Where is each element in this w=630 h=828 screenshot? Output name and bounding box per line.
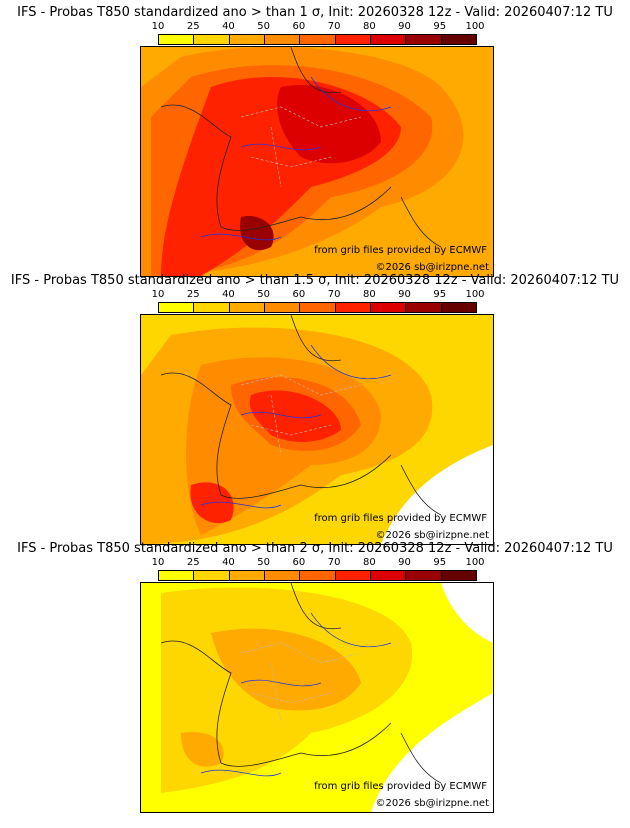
colorbar-tick-label: 70 bbox=[327, 289, 341, 300]
colorbar bbox=[158, 34, 477, 45]
probability-region bbox=[277, 85, 381, 164]
colorbar-tick-label: 60 bbox=[292, 21, 306, 32]
colorbar-segment bbox=[441, 35, 476, 44]
colorbar-segment bbox=[441, 303, 476, 312]
colorbar-tick-label: 25 bbox=[186, 21, 200, 32]
coastline bbox=[160, 583, 442, 784]
colorbar-segment bbox=[159, 303, 195, 312]
colorbar-tick-label: 100 bbox=[465, 557, 485, 568]
map-area: from grib files provided by ECMWF ©2026 … bbox=[140, 314, 494, 545]
rivers bbox=[200, 76, 392, 241]
colorbar-segment bbox=[159, 35, 195, 44]
probability-map-panel: IFS - Probas T850 standardized ano > tha… bbox=[0, 0, 630, 277]
colorbar-tick-label: 50 bbox=[257, 21, 271, 32]
probability-region bbox=[181, 732, 224, 767]
colorbar-segment bbox=[406, 303, 442, 312]
colorbar-segment bbox=[406, 35, 442, 44]
colorbar-segment bbox=[370, 303, 407, 312]
colorbar-segment bbox=[406, 571, 442, 580]
colorbar-tick-label: 40 bbox=[222, 557, 235, 568]
probability-region bbox=[240, 216, 274, 251]
probability-region bbox=[371, 693, 493, 812]
colorbar-segment bbox=[300, 35, 336, 44]
colorbar-segment bbox=[370, 35, 407, 44]
probability-field bbox=[141, 315, 493, 544]
colorbar-tick-label: 90 bbox=[398, 289, 411, 300]
borders bbox=[240, 374, 362, 456]
colorbar-tick-label: 70 bbox=[327, 557, 341, 568]
colorbar-tick-label: 50 bbox=[257, 557, 271, 568]
probability-region bbox=[441, 583, 493, 643]
borders bbox=[240, 106, 362, 188]
probability-field bbox=[141, 583, 493, 812]
colorbar-segment bbox=[194, 35, 230, 44]
coastline bbox=[160, 47, 442, 248]
colorbar-segment bbox=[229, 35, 265, 44]
colorbar-segment bbox=[194, 571, 230, 580]
colorbar-segment bbox=[335, 571, 371, 580]
borders bbox=[240, 642, 362, 724]
source-credit: from grib files provided by ECMWF bbox=[314, 513, 487, 524]
colorbar-segment bbox=[300, 303, 336, 312]
colorbar-tick-label: 95 bbox=[433, 21, 447, 32]
colorbar-tick-label: 25 bbox=[186, 289, 200, 300]
colorbar-segment bbox=[335, 303, 371, 312]
colorbar-tick-label: 100 bbox=[465, 289, 485, 300]
colorbar-tick-label: 90 bbox=[398, 21, 411, 32]
colorbar-ticks: 10 25 40 50 60 70 80 90 95 100 bbox=[152, 21, 485, 33]
colorbar-tick-label: 90 bbox=[398, 557, 411, 568]
source-credit: from grib files provided by ECMWF bbox=[314, 245, 487, 256]
colorbar-tick-label: 10 bbox=[151, 289, 165, 300]
colorbar-segment bbox=[300, 571, 336, 580]
panel-title: IFS - Probas T850 standardized ano > tha… bbox=[17, 5, 613, 20]
probability-region bbox=[211, 628, 361, 711]
colorbar-tick-label: 50 bbox=[257, 289, 271, 300]
copyright-credit: ©2026 sb@irizpne.net bbox=[375, 798, 489, 809]
colorbar-tick-label: 10 bbox=[151, 21, 165, 32]
colorbar-tick-label: 80 bbox=[362, 557, 376, 568]
colorbar-tick-label: 95 bbox=[433, 557, 447, 568]
rivers bbox=[200, 612, 392, 777]
colorbar-tick-label: 25 bbox=[186, 557, 200, 568]
colorbar-segment bbox=[335, 35, 371, 44]
map-area: from grib files provided by ECMWF ©2026 … bbox=[140, 582, 494, 813]
probability-region bbox=[249, 390, 341, 442]
probability-map-panel: IFS - Probas T850 standardized ano > tha… bbox=[0, 268, 630, 545]
colorbar-segment bbox=[264, 571, 301, 580]
colorbar-segment bbox=[370, 571, 407, 580]
colorbar-tick-label: 100 bbox=[465, 21, 485, 32]
colorbar-tick-label: 80 bbox=[362, 21, 376, 32]
colorbar-ticks: 10 25 40 50 60 70 80 90 95 100 bbox=[152, 289, 485, 301]
colorbar-segment bbox=[264, 35, 301, 44]
colorbar-tick-label: 70 bbox=[327, 21, 341, 32]
colorbar-tick-label: 80 bbox=[362, 289, 376, 300]
colorbar-tick-label: 10 bbox=[151, 557, 165, 568]
map-area: from grib files provided by ECMWF ©2026 … bbox=[140, 46, 494, 277]
panel-title: IFS - Probas T850 standardized ano > tha… bbox=[10, 273, 620, 288]
colorbar-ticks: 10 25 40 50 60 70 80 90 95 100 bbox=[152, 557, 485, 569]
rivers bbox=[200, 344, 392, 509]
copyright-credit: ©2026 sb@irizpne.net bbox=[375, 262, 489, 273]
probability-region bbox=[381, 445, 493, 544]
colorbar-tick-label: 60 bbox=[292, 557, 306, 568]
colorbar-segment bbox=[229, 303, 265, 312]
panel-title: IFS - Probas T850 standardized ano > tha… bbox=[17, 541, 613, 556]
colorbar-tick-label: 40 bbox=[222, 21, 235, 32]
copyright-credit: ©2026 sb@irizpne.net bbox=[375, 530, 489, 541]
colorbar-tick-label: 60 bbox=[292, 289, 306, 300]
colorbar bbox=[158, 302, 477, 313]
colorbar bbox=[158, 570, 477, 581]
coastline bbox=[160, 315, 442, 516]
colorbar-tick-label: 95 bbox=[433, 289, 447, 300]
probability-field bbox=[141, 47, 493, 276]
colorbar-segment bbox=[264, 303, 301, 312]
colorbar-segment bbox=[441, 571, 476, 580]
probability-map-panel: IFS - Probas T850 standardized ano > tha… bbox=[0, 536, 630, 813]
source-credit: from grib files provided by ECMWF bbox=[314, 781, 487, 792]
colorbar-tick-label: 40 bbox=[222, 289, 235, 300]
colorbar-segment bbox=[159, 571, 195, 580]
colorbar-segment bbox=[229, 571, 265, 580]
colorbar-segment bbox=[194, 303, 230, 312]
